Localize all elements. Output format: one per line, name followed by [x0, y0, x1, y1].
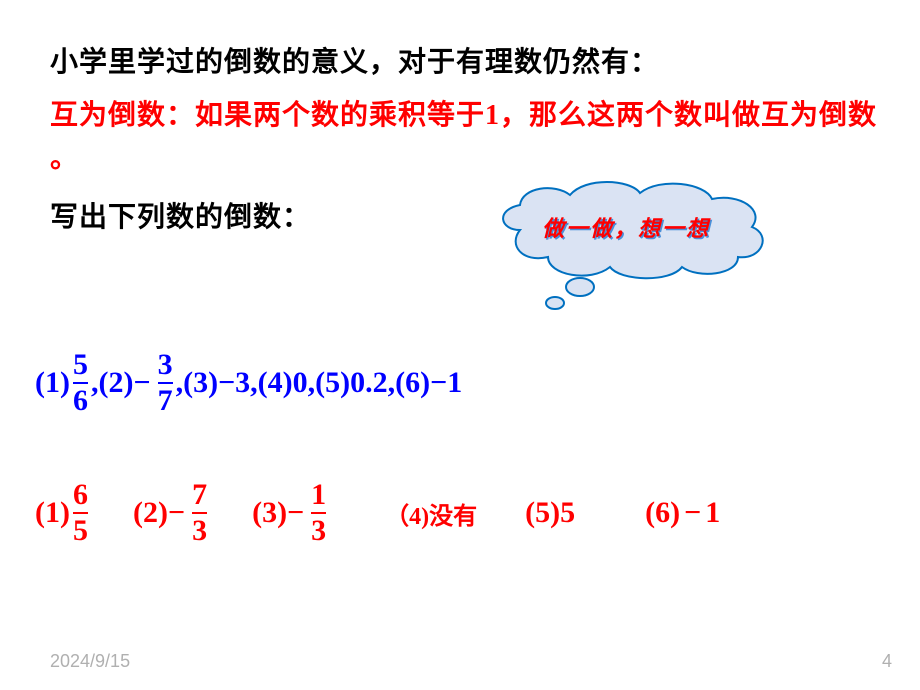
footer-page: 4 [882, 651, 892, 672]
sep2: , [176, 366, 184, 400]
a4-val: 没有 [429, 496, 477, 531]
a2: (2) − 7 3 [133, 480, 210, 546]
a3: (3) − 1 3 [252, 480, 329, 546]
p4-val: 0 [293, 366, 308, 400]
a2-num: 7 [192, 480, 207, 512]
p3-minus: − [218, 366, 235, 400]
a4-label: （4) [385, 496, 429, 531]
p1-label: (1) [35, 366, 70, 400]
a6-label: (6) [645, 496, 680, 530]
a2-label: (2) [133, 496, 168, 530]
p6-val: 1 [447, 366, 462, 400]
p2-den: 7 [158, 382, 173, 416]
a5-label: (5) [525, 496, 560, 530]
a1: (1) 6 5 [35, 480, 91, 546]
a2-minus: − [168, 496, 185, 530]
sep1: , [91, 366, 99, 400]
p1-den: 6 [73, 382, 88, 416]
a5-val: 5 [560, 496, 575, 530]
p2-neg-fraction: − 3 7 [133, 350, 175, 416]
a1-den: 5 [73, 512, 88, 546]
p5-label: (5) [315, 366, 350, 400]
a1-num: 6 [73, 480, 88, 512]
definition-text: 互为倒数：如果两个数的乘积等于1，那么这两个数叫做互为倒数 。 [50, 94, 880, 181]
p1-fraction: 5 6 [73, 350, 88, 416]
problems-row: (1) 5 6 , (2) − 3 7 , (3) − 3 , (4) 0 , … [35, 350, 895, 416]
sep5: , [388, 366, 396, 400]
a1-label: (1) [35, 496, 70, 530]
cloud-text: 做一做，想一想 [542, 211, 710, 243]
a3-num: 1 [311, 480, 326, 512]
a6: (6) − 1 [645, 496, 720, 530]
cloud-shape [480, 175, 800, 315]
sep4: , [308, 366, 316, 400]
a4: （4) 没有 [385, 496, 477, 531]
p2-label: (2) [98, 366, 133, 400]
a6-minus: − [684, 496, 701, 530]
sep3: , [250, 366, 258, 400]
p2-minus: − [133, 366, 150, 400]
p4-label: (4) [258, 366, 293, 400]
p2-num: 3 [158, 350, 173, 382]
a5: (5) 5 [525, 496, 575, 530]
footer-date: 2024/9/15 [50, 651, 130, 672]
a3-label: (3) [252, 496, 287, 530]
a3-minus: − [287, 496, 304, 530]
p1-num: 5 [73, 350, 88, 382]
intro-text: 小学里学过的倒数的意义，对于有理数仍然有： [50, 40, 880, 80]
a6-val: 1 [705, 496, 720, 530]
p6-label: (6) [395, 366, 430, 400]
p3-val: 3 [235, 366, 250, 400]
a2-den: 3 [192, 512, 207, 546]
thought-cloud: 做一做，想一想 [480, 175, 800, 315]
p5-val: 0.2 [350, 366, 388, 400]
p3-label: (3) [183, 366, 218, 400]
answers-row: (1) 6 5 (2) − 7 3 (3) − 1 3 （4) 没有 (5) [35, 480, 905, 546]
p6-minus: − [430, 366, 447, 400]
a3-den: 3 [311, 512, 326, 546]
